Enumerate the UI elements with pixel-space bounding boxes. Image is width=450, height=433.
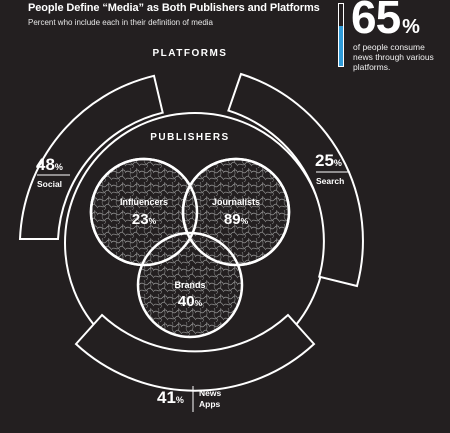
platform-name-search: Search: [316, 176, 344, 186]
publisher-circle-brands: [136, 231, 244, 339]
publisher-label-journalists: Journalists 89%: [212, 197, 260, 228]
callout-value: 65%: [351, 0, 420, 43]
publisher-name-influencers: Influencers: [120, 197, 168, 207]
callout-unit: %: [402, 16, 420, 38]
platform-value-social: 48%: [36, 155, 63, 174]
publisher-value-brands: 40%: [178, 293, 203, 310]
publisher-value-influencers: 23%: [132, 211, 157, 228]
platform-value-search: 25%: [315, 151, 342, 170]
platform-band-search: [227, 72, 364, 288]
chart-subtitle: Percent who include each in their defini…: [28, 18, 213, 27]
platform-value-news-apps: 41%: [157, 388, 184, 407]
platform-band-news-apps: [74, 313, 316, 392]
platform-name-news-apps-line2: Apps: [199, 399, 221, 409]
platform-name-news-apps-line1: News: [199, 388, 221, 398]
callout-number: 65: [351, 0, 401, 43]
publisher-label-brands: Brands 40%: [174, 280, 205, 310]
callout-progress-fill: [339, 25, 343, 66]
platform-name-social: Social: [37, 179, 62, 189]
publisher-name-brands: Brands: [174, 280, 205, 290]
platforms-ring-label: PLATFORMS: [153, 48, 228, 59]
publisher-name-journalists: Journalists: [212, 197, 260, 207]
platform-band-social: [18, 74, 164, 240]
platform-label-news-apps: 41% News Apps: [157, 386, 221, 412]
publishers-ring-label: PUBLISHERS: [150, 132, 229, 143]
publisher-label-influencers: Influencers 23%: [120, 197, 168, 228]
platform-label-social: 48% Social: [36, 155, 70, 189]
publisher-circles: [89, 157, 291, 339]
publisher-value-journalists: 89%: [224, 211, 249, 228]
callout-progress-bar: [338, 3, 344, 67]
platform-label-search: 25% Search: [315, 151, 350, 186]
chart-title: People Define “Media” as Both Publishers…: [28, 2, 320, 14]
callout-description: of people consume news through various p…: [353, 42, 434, 72]
